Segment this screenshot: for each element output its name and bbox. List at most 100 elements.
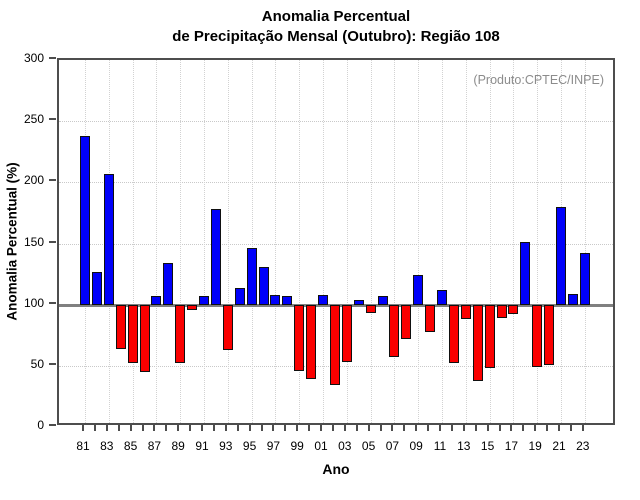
x-tick-1990: [189, 425, 192, 431]
chart-title-line2: de Precipitação Mensal (Outubro): Região…: [172, 28, 500, 45]
v-gridline-2003: [346, 60, 348, 423]
x-tick-2003: [343, 425, 346, 431]
x-tick-label-1983: 83: [100, 439, 114, 453]
bar-2001: [318, 294, 328, 305]
y-tick-label-300: 300: [23, 51, 44, 65]
y-tick-50: [49, 362, 56, 365]
v-gridline-2023: [584, 60, 586, 423]
chart-title-line1: Anomalia Percentual: [261, 8, 411, 25]
x-tick-label-1997: 97: [266, 439, 281, 453]
bar-2007: [389, 304, 400, 358]
x-tick-2006: [379, 425, 382, 431]
v-gridline-2005: [370, 60, 372, 423]
x-tick-label-2007: 07: [385, 439, 400, 453]
bar-2014: [472, 304, 483, 381]
bar-1982: [91, 271, 102, 305]
x-tick-1994: [236, 425, 239, 431]
bar-1981: [80, 135, 90, 305]
bar-2000: [306, 304, 317, 380]
bar-2018: [520, 242, 531, 305]
x-tick-label-1993: 93: [219, 439, 233, 453]
y-tick-100: [49, 301, 56, 304]
x-tick-label-2005: 05: [361, 439, 376, 453]
v-gridline-1997: [275, 60, 277, 423]
x-tick-2015: [486, 425, 489, 431]
h-gridline-250: [59, 121, 613, 123]
produto-annotation: (Produto:CPTEC/INPE): [473, 73, 604, 87]
x-tick-label-1987: 87: [147, 439, 162, 453]
chart-title: Anomalia Percentual de Precipitação Mens…: [57, 7, 615, 47]
bar-2002: [329, 304, 340, 386]
x-tick-1993: [224, 425, 227, 431]
plot-area: (Produto:CPTEC/INPE): [57, 58, 615, 425]
x-tick-label-1981: 81: [76, 439, 90, 453]
h-gridline-150: [59, 243, 613, 245]
y-tick-0: [49, 424, 56, 426]
x-tick-2009: [415, 425, 418, 431]
x-tick-1992: [212, 425, 215, 431]
bar-2003: [341, 304, 352, 363]
y-tick-label-0: 0: [37, 418, 44, 432]
y-tick-label-200: 200: [23, 173, 44, 188]
bar-2020: [544, 304, 555, 365]
x-tick-2018: [522, 425, 525, 431]
bar-1989: [175, 304, 186, 364]
x-tick-1988: [165, 425, 168, 431]
x-tick-2016: [498, 425, 501, 431]
v-gridline-2015: [489, 60, 491, 423]
bar-2010: [425, 304, 436, 332]
bar-1997: [270, 294, 281, 305]
y-tick-150: [49, 240, 56, 243]
x-tick-2000: [308, 425, 311, 431]
bar-1996: [258, 266, 269, 305]
bar-1995: [246, 248, 257, 305]
x-tick-2020: [546, 425, 549, 431]
v-gridline-1993: [227, 60, 229, 423]
bar-2008: [401, 304, 412, 339]
x-tick-1999: [296, 425, 299, 431]
bar-1991: [199, 296, 209, 305]
bar-1998: [282, 296, 293, 305]
x-tick-2014: [474, 425, 477, 431]
v-gridline-2019: [537, 60, 539, 423]
y-tick-250: [49, 118, 56, 121]
x-axis-label: Ano: [322, 461, 350, 477]
bar-2011: [437, 289, 447, 305]
x-tick-2019: [534, 425, 537, 431]
x-tick-2011: [439, 425, 441, 431]
h-gridline-200: [59, 182, 613, 184]
v-gridline-2017: [513, 60, 515, 423]
v-gridline-2001: [323, 60, 324, 423]
x-tick-label-1991: 91: [195, 439, 209, 453]
bar-2015: [484, 304, 495, 369]
bar-1983: [103, 173, 114, 305]
x-tick-2021: [558, 425, 560, 431]
y-tick-200: [49, 179, 56, 182]
x-tick-2012: [450, 425, 453, 431]
v-gridline-2013: [465, 60, 467, 423]
v-gridline-1985: [132, 60, 134, 423]
x-tick-2010: [427, 425, 430, 431]
x-tick-label-2017: 17: [504, 439, 519, 453]
bar-2005: [365, 304, 376, 314]
bar-1993: [222, 304, 233, 350]
bar-2013: [460, 304, 471, 320]
x-tick-1984: [117, 425, 120, 431]
v-gridline-1999: [299, 60, 301, 423]
x-tick-1991: [201, 425, 203, 431]
v-gridline-2011: [442, 60, 443, 423]
x-tick-1981: [82, 425, 84, 431]
x-tick-label-2009: 09: [409, 439, 423, 453]
x-tick-1985: [129, 425, 132, 431]
x-tick-1982: [93, 425, 96, 431]
x-tick-label-2023: 23: [576, 439, 590, 453]
x-tick-label-2021: 21: [552, 439, 566, 453]
y-tick-300: [49, 57, 56, 59]
bar-2016: [496, 304, 507, 319]
bar-1994: [234, 287, 245, 305]
bar-1986: [139, 304, 150, 372]
x-tick-2022: [569, 425, 572, 431]
x-tick-label-2015: 15: [480, 439, 495, 453]
x-tick-2007: [391, 425, 394, 431]
